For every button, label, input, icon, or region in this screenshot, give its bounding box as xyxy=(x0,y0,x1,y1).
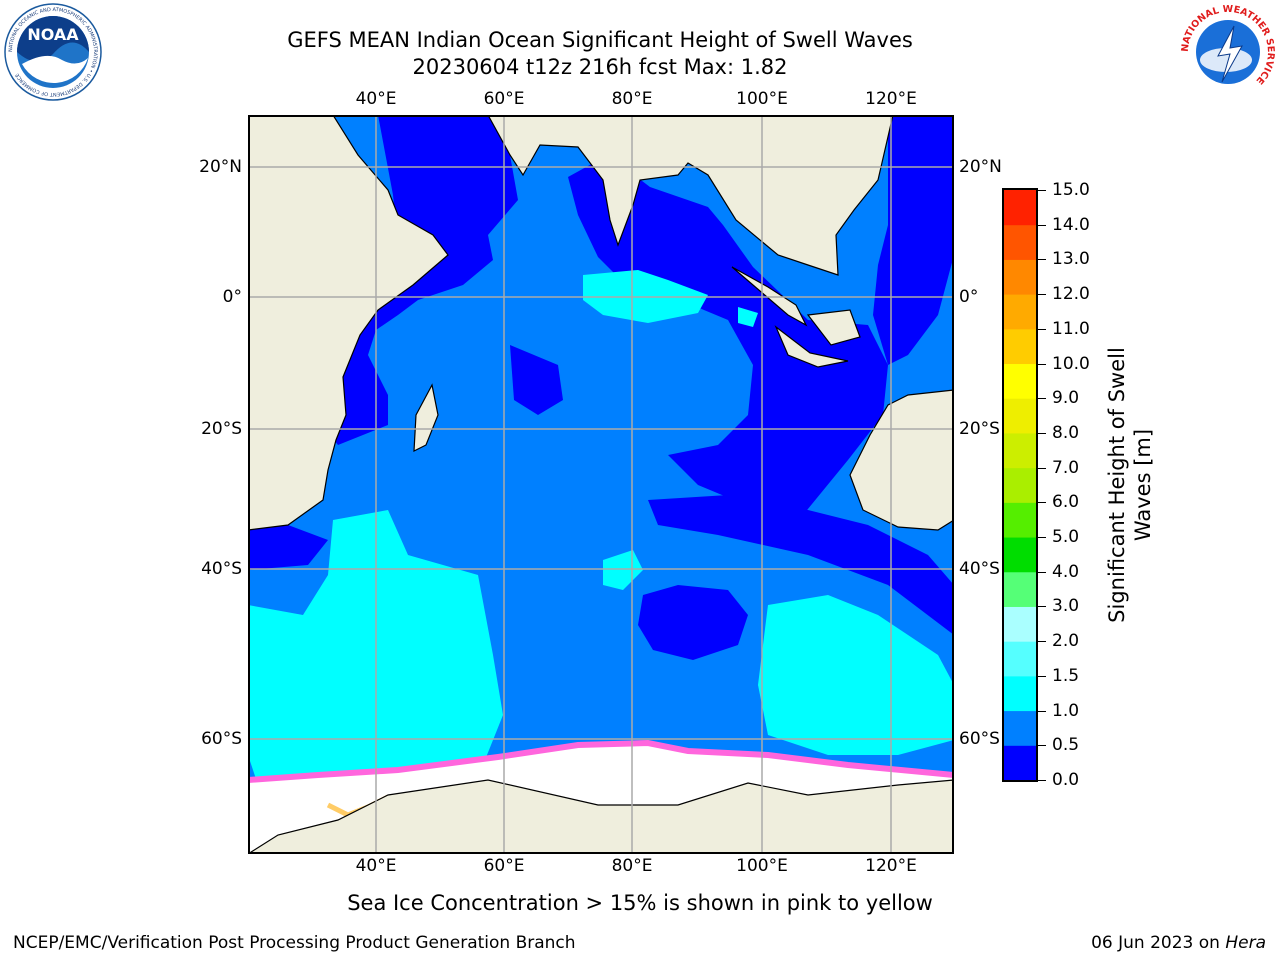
colorbar-tick-mark xyxy=(1038,294,1046,296)
colorbar-tick-label: 13.0 xyxy=(1052,249,1090,270)
lat-tick-left: 20°N xyxy=(199,157,242,177)
colorbar-tick-label: 11.0 xyxy=(1052,318,1090,339)
lat-tick-right: 40°S xyxy=(959,559,1000,579)
lat-tick-right: 0° xyxy=(959,287,979,307)
colorbar-tick-label: 8.0 xyxy=(1052,422,1080,443)
lat-tick-right: 20°N xyxy=(959,157,1002,177)
colorbar-segment xyxy=(1004,571,1036,607)
footer-credit: NCEP/EMC/Verification Post Processing Pr… xyxy=(13,933,576,953)
colorbar-tick-label: 1.5 xyxy=(1052,665,1080,686)
lon-tick-top: 100°E xyxy=(736,89,788,109)
lat-tick-left: 0° xyxy=(222,287,242,307)
lon-tick-top: 40°E xyxy=(355,89,397,109)
colorbar-tick-mark xyxy=(1038,641,1046,643)
colorbar-tick-mark xyxy=(1038,190,1046,191)
colorbar-segment xyxy=(1004,432,1036,469)
colorbar-tick-label: 2.0 xyxy=(1052,631,1080,652)
sea-ice-footnote: Sea Ice Concentration > 15% is shown in … xyxy=(347,891,933,915)
colorbar-tick-label: 14.0 xyxy=(1052,214,1090,235)
colorbar-segment xyxy=(1004,710,1036,746)
sea-ice-edge xyxy=(248,739,954,783)
colorbar-tick-mark xyxy=(1038,675,1046,677)
lat-tick-left: 20°S xyxy=(201,419,242,439)
colorbar-segment xyxy=(1004,675,1036,712)
colorbar-segment xyxy=(1004,294,1036,330)
colorbar-label: Significant Height of Swell Waves [m] xyxy=(1105,347,1155,623)
colorbar-segment xyxy=(1004,398,1036,434)
colorbar-segment xyxy=(1004,606,1036,642)
colorbar-tick-mark xyxy=(1038,780,1046,781)
lat-tick-right: 20°S xyxy=(959,419,1000,439)
colorbar-segment xyxy=(1004,467,1036,503)
nws-logo: NATIONAL WEATHER SERVICE xyxy=(1180,4,1276,99)
lat-tick-left: 40°S xyxy=(201,559,242,579)
colorbar-tick-label: 0.0 xyxy=(1052,770,1080,790)
colorbar-segment xyxy=(1004,190,1036,226)
colorbar-tick-label: 1.0 xyxy=(1052,700,1080,721)
noaa-logo-text: NOAA xyxy=(27,25,79,44)
lon-tick-top: 80°E xyxy=(611,89,653,109)
footer-date-text: 06 Jun 2023 on xyxy=(1091,933,1226,953)
colorbar-frame xyxy=(1002,188,1038,782)
colorbar-segment xyxy=(1004,363,1036,399)
colorbar-tick-mark xyxy=(1038,502,1046,504)
noaa-logo: NOAA NATIONAL OCEANIC AND ATMOSPHERIC AD… xyxy=(4,3,102,101)
colorbar-tick-mark xyxy=(1038,398,1046,400)
colorbar-segment xyxy=(1004,259,1036,295)
colorbar-tick-mark xyxy=(1038,328,1046,330)
colorbar-segment xyxy=(1004,328,1036,365)
colorbar-tick-label: 15.0 xyxy=(1052,180,1090,200)
colorbar-tick-label: 3.0 xyxy=(1052,596,1080,617)
colorbar xyxy=(1002,188,1038,782)
colorbar-tick-mark xyxy=(1038,467,1046,469)
grid-lines xyxy=(248,115,954,854)
colorbar-tick-label: 0.5 xyxy=(1052,735,1080,756)
map-title: GEFS MEAN Indian Ocean Significant Heigh… xyxy=(287,28,913,52)
colorbar-tick-label: 7.0 xyxy=(1052,457,1080,478)
colorbar-tick-label: 10.0 xyxy=(1052,353,1090,374)
colorbar-tick-label: 9.0 xyxy=(1052,388,1080,409)
lon-tick-bottom: 40°E xyxy=(355,856,397,876)
map-frame xyxy=(248,115,954,854)
lon-tick-bottom: 100°E xyxy=(736,856,788,876)
colorbar-tick-mark xyxy=(1038,537,1046,539)
footer-host: Hera xyxy=(1225,933,1266,953)
colorbar-tick-mark xyxy=(1038,606,1046,608)
colorbar-tick-mark xyxy=(1038,259,1046,261)
colorbar-tick-mark xyxy=(1038,710,1046,712)
colorbar-tick-label: 12.0 xyxy=(1052,284,1090,305)
colorbar-tick-mark xyxy=(1038,224,1046,226)
land-masses xyxy=(248,115,954,854)
lon-tick-bottom: 120°E xyxy=(865,856,917,876)
colorbar-tick-label: 6.0 xyxy=(1052,492,1080,513)
colorbar-segment xyxy=(1004,641,1036,677)
swell-map xyxy=(248,115,954,854)
lon-tick-top: 120°E xyxy=(865,89,917,109)
lon-tick-bottom: 60°E xyxy=(483,856,525,876)
lon-tick-top: 60°E xyxy=(483,89,525,109)
lon-tick-bottom: 80°E xyxy=(611,856,653,876)
colorbar-tick-mark xyxy=(1038,745,1046,747)
colorbar-tick-label: 4.0 xyxy=(1052,561,1080,582)
colorbar-tick-mark xyxy=(1038,432,1046,434)
colorbar-segment xyxy=(1004,537,1036,573)
lat-tick-right: 60°S xyxy=(959,729,1000,749)
footer-date: 06 Jun 2023 on Hera xyxy=(1091,933,1266,953)
map-subtitle: 20230604 t12z 216h fcst Max: 1.82 xyxy=(412,55,788,79)
colorbar-segment xyxy=(1004,224,1036,260)
colorbar-segment xyxy=(1004,745,1036,781)
colorbar-tick-mark xyxy=(1038,363,1046,365)
colorbar-segment xyxy=(1004,502,1036,538)
colorbar-tick-label: 5.0 xyxy=(1052,527,1080,548)
colorbar-tick-mark xyxy=(1038,571,1046,573)
lat-tick-left: 60°S xyxy=(201,729,242,749)
